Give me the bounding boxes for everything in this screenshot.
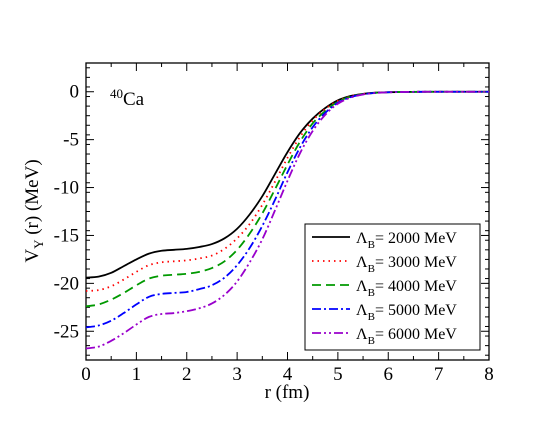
x-tick-label: 6 (384, 364, 394, 385)
legend-label-4: ΛB= 5000 MeV (356, 302, 457, 323)
y-tick-label: -20 (54, 273, 79, 294)
x-tick-label: 3 (232, 364, 242, 385)
y-axis-label-rest: (r) (MeV) (22, 159, 43, 239)
y-tick-label: -5 (63, 130, 79, 151)
legend-label-1: ΛB= 2000 MeV (356, 230, 457, 251)
legend-box (304, 223, 481, 351)
x-tick-label: 8 (484, 364, 494, 385)
y-tick-label: -15 (54, 225, 79, 246)
x-tick-label: 4 (283, 364, 293, 385)
y-tick-label: 0 (70, 82, 80, 103)
series-layer (85, 90, 489, 350)
legend-label-3: ΛB= 4000 MeV (356, 278, 457, 299)
legend: ΛB= 2000 MeV ΛB= 3000 MeV ΛB= 4000 MeV ΛB= … (304, 223, 481, 351)
legend-label-5: ΛB= 6000 MeV (356, 326, 457, 347)
y-tick-label: -25 (54, 321, 79, 342)
y-axis-label-main: V (22, 249, 43, 263)
y-axis-label: VY (r) (MeV) (22, 159, 46, 262)
nucleus-annotation: 40Ca (110, 86, 145, 110)
axis-ticks (85, 63, 490, 360)
x-axis-label: r (fm) (265, 382, 310, 403)
nucleus-mass-number: 40 (110, 86, 123, 101)
nucleus-symbol: Ca (123, 89, 145, 110)
x-tick-label: 0 (81, 364, 91, 385)
x-tick-label: 2 (182, 364, 192, 385)
x-tick-label: 7 (434, 364, 444, 385)
legend-label-2: ΛB= 3000 MeV (356, 254, 457, 275)
y-axis-label-sub: Y (31, 239, 46, 249)
y-tick-label: -10 (54, 178, 79, 199)
series-line-5 (85, 90, 489, 350)
x-tick-label: 1 (132, 364, 142, 385)
axis-tick-labels: 0 1 2 3 4 5 6 7 8 0 -5 -10 -15 -20 -25 (54, 82, 494, 385)
x-tick-label: 5 (333, 364, 343, 385)
